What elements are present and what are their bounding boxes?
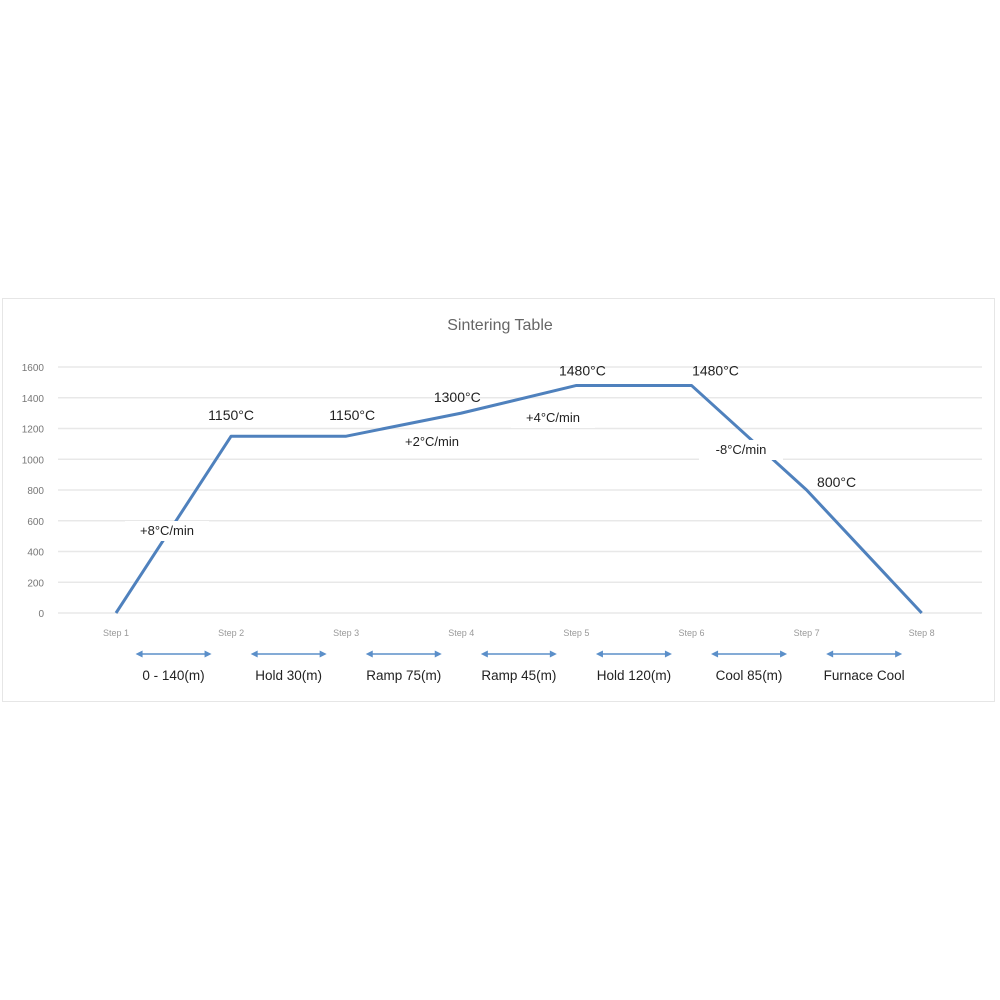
y-tick-label: 1400 xyxy=(22,394,45,405)
x-tick-label: Step 2 xyxy=(218,628,244,638)
x-tick-label: Step 6 xyxy=(678,628,704,638)
rate-label-bg xyxy=(699,440,783,460)
y-tick-label: 800 xyxy=(27,486,44,497)
y-tick-label: 600 xyxy=(27,517,44,528)
arrow-head-right xyxy=(895,650,903,658)
rate-label: +2°C/min xyxy=(405,434,459,449)
point-label: 1150°C xyxy=(329,407,375,423)
arrow-head-right xyxy=(780,650,788,658)
x-tick-label: Step 1 xyxy=(103,628,129,638)
rate-label: -8°C/min xyxy=(716,442,767,457)
rate-label-bg xyxy=(125,521,209,541)
arrow-head-left xyxy=(711,650,719,658)
series-line xyxy=(114,383,923,615)
segment-label: Ramp 45(m) xyxy=(481,668,556,683)
arrow-head-right xyxy=(434,650,442,658)
point-label: 800°C xyxy=(817,474,856,490)
arrow-head-left xyxy=(826,650,834,658)
arrow-head-right xyxy=(204,650,212,658)
segment-label: Ramp 75(m) xyxy=(366,668,441,683)
arrow-head-left xyxy=(480,650,488,658)
x-tick-label: Step 5 xyxy=(563,628,589,638)
chart-frame xyxy=(2,298,995,702)
x-tick-label: Step 7 xyxy=(794,628,820,638)
y-tick-label: 200 xyxy=(27,578,44,589)
x-tick-label: Step 4 xyxy=(448,628,474,638)
point-label: 1480°C xyxy=(692,362,739,378)
segment-label: Hold 120(m) xyxy=(597,668,671,683)
segment-label: 0 - 140(m) xyxy=(142,668,204,683)
arrow-head-left xyxy=(365,650,373,658)
arrow-head-left xyxy=(250,650,258,658)
arrow-head-right xyxy=(549,650,557,658)
x-tick-label: Step 3 xyxy=(333,628,359,638)
segment-label: Furnace Cool xyxy=(824,668,905,683)
y-tick-label: 0 xyxy=(38,609,44,620)
y-tick-label: 400 xyxy=(27,548,44,559)
arrow-head-right xyxy=(664,650,672,658)
chart-title: Sintering Table xyxy=(447,317,553,334)
arrow-head-left xyxy=(135,650,143,658)
point-label: 1480°C xyxy=(559,362,606,378)
y-tick-label: 1600 xyxy=(22,363,45,374)
y-tick-label: 1000 xyxy=(22,455,45,466)
rate-label: +4°C/min xyxy=(526,410,580,425)
rate-label: +8°C/min xyxy=(140,523,194,538)
arrow-head-right xyxy=(319,650,327,658)
arrow-head-left xyxy=(595,650,603,658)
segment-label: Cool 85(m) xyxy=(716,668,783,683)
y-tick-label: 1200 xyxy=(22,425,45,436)
rate-label-bg xyxy=(390,432,474,452)
rate-label-bg xyxy=(511,408,595,428)
segment-label: Hold 30(m) xyxy=(255,668,322,683)
point-label: 1150°C xyxy=(208,407,254,423)
point-label: 1300°C xyxy=(434,389,481,405)
x-tick-label: Step 8 xyxy=(909,628,935,638)
